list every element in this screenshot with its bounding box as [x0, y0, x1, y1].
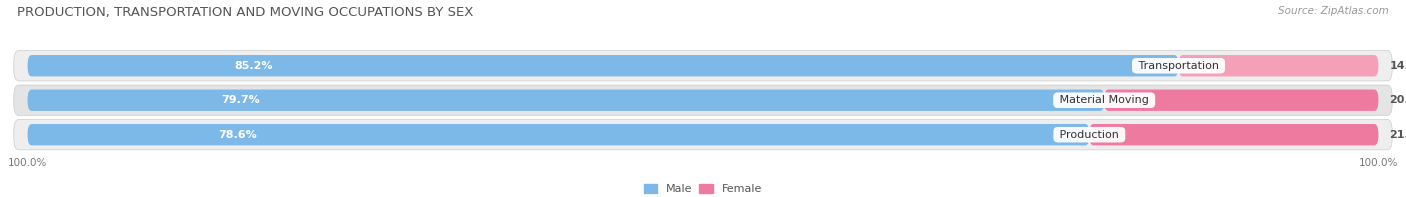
Text: PRODUCTION, TRANSPORTATION AND MOVING OCCUPATIONS BY SEX: PRODUCTION, TRANSPORTATION AND MOVING OC… — [17, 6, 474, 19]
FancyBboxPatch shape — [28, 55, 1178, 76]
Legend: Male, Female: Male, Female — [640, 179, 766, 197]
FancyBboxPatch shape — [14, 85, 1392, 115]
FancyBboxPatch shape — [1104, 90, 1378, 111]
Text: Source: ZipAtlas.com: Source: ZipAtlas.com — [1278, 6, 1389, 16]
Text: 85.2%: 85.2% — [235, 61, 273, 71]
FancyBboxPatch shape — [1090, 124, 1378, 145]
Text: Production: Production — [1056, 130, 1122, 140]
Text: 20.3%: 20.3% — [1389, 95, 1406, 105]
FancyBboxPatch shape — [28, 90, 1104, 111]
FancyBboxPatch shape — [1178, 55, 1378, 76]
FancyBboxPatch shape — [28, 124, 1090, 145]
FancyBboxPatch shape — [14, 51, 1392, 81]
Text: Transportation: Transportation — [1135, 61, 1222, 71]
Text: 21.4%: 21.4% — [1389, 130, 1406, 140]
FancyBboxPatch shape — [14, 120, 1392, 150]
Text: Material Moving: Material Moving — [1056, 95, 1153, 105]
Text: 79.7%: 79.7% — [221, 95, 260, 105]
Text: 78.6%: 78.6% — [219, 130, 257, 140]
Text: 14.8%: 14.8% — [1389, 61, 1406, 71]
